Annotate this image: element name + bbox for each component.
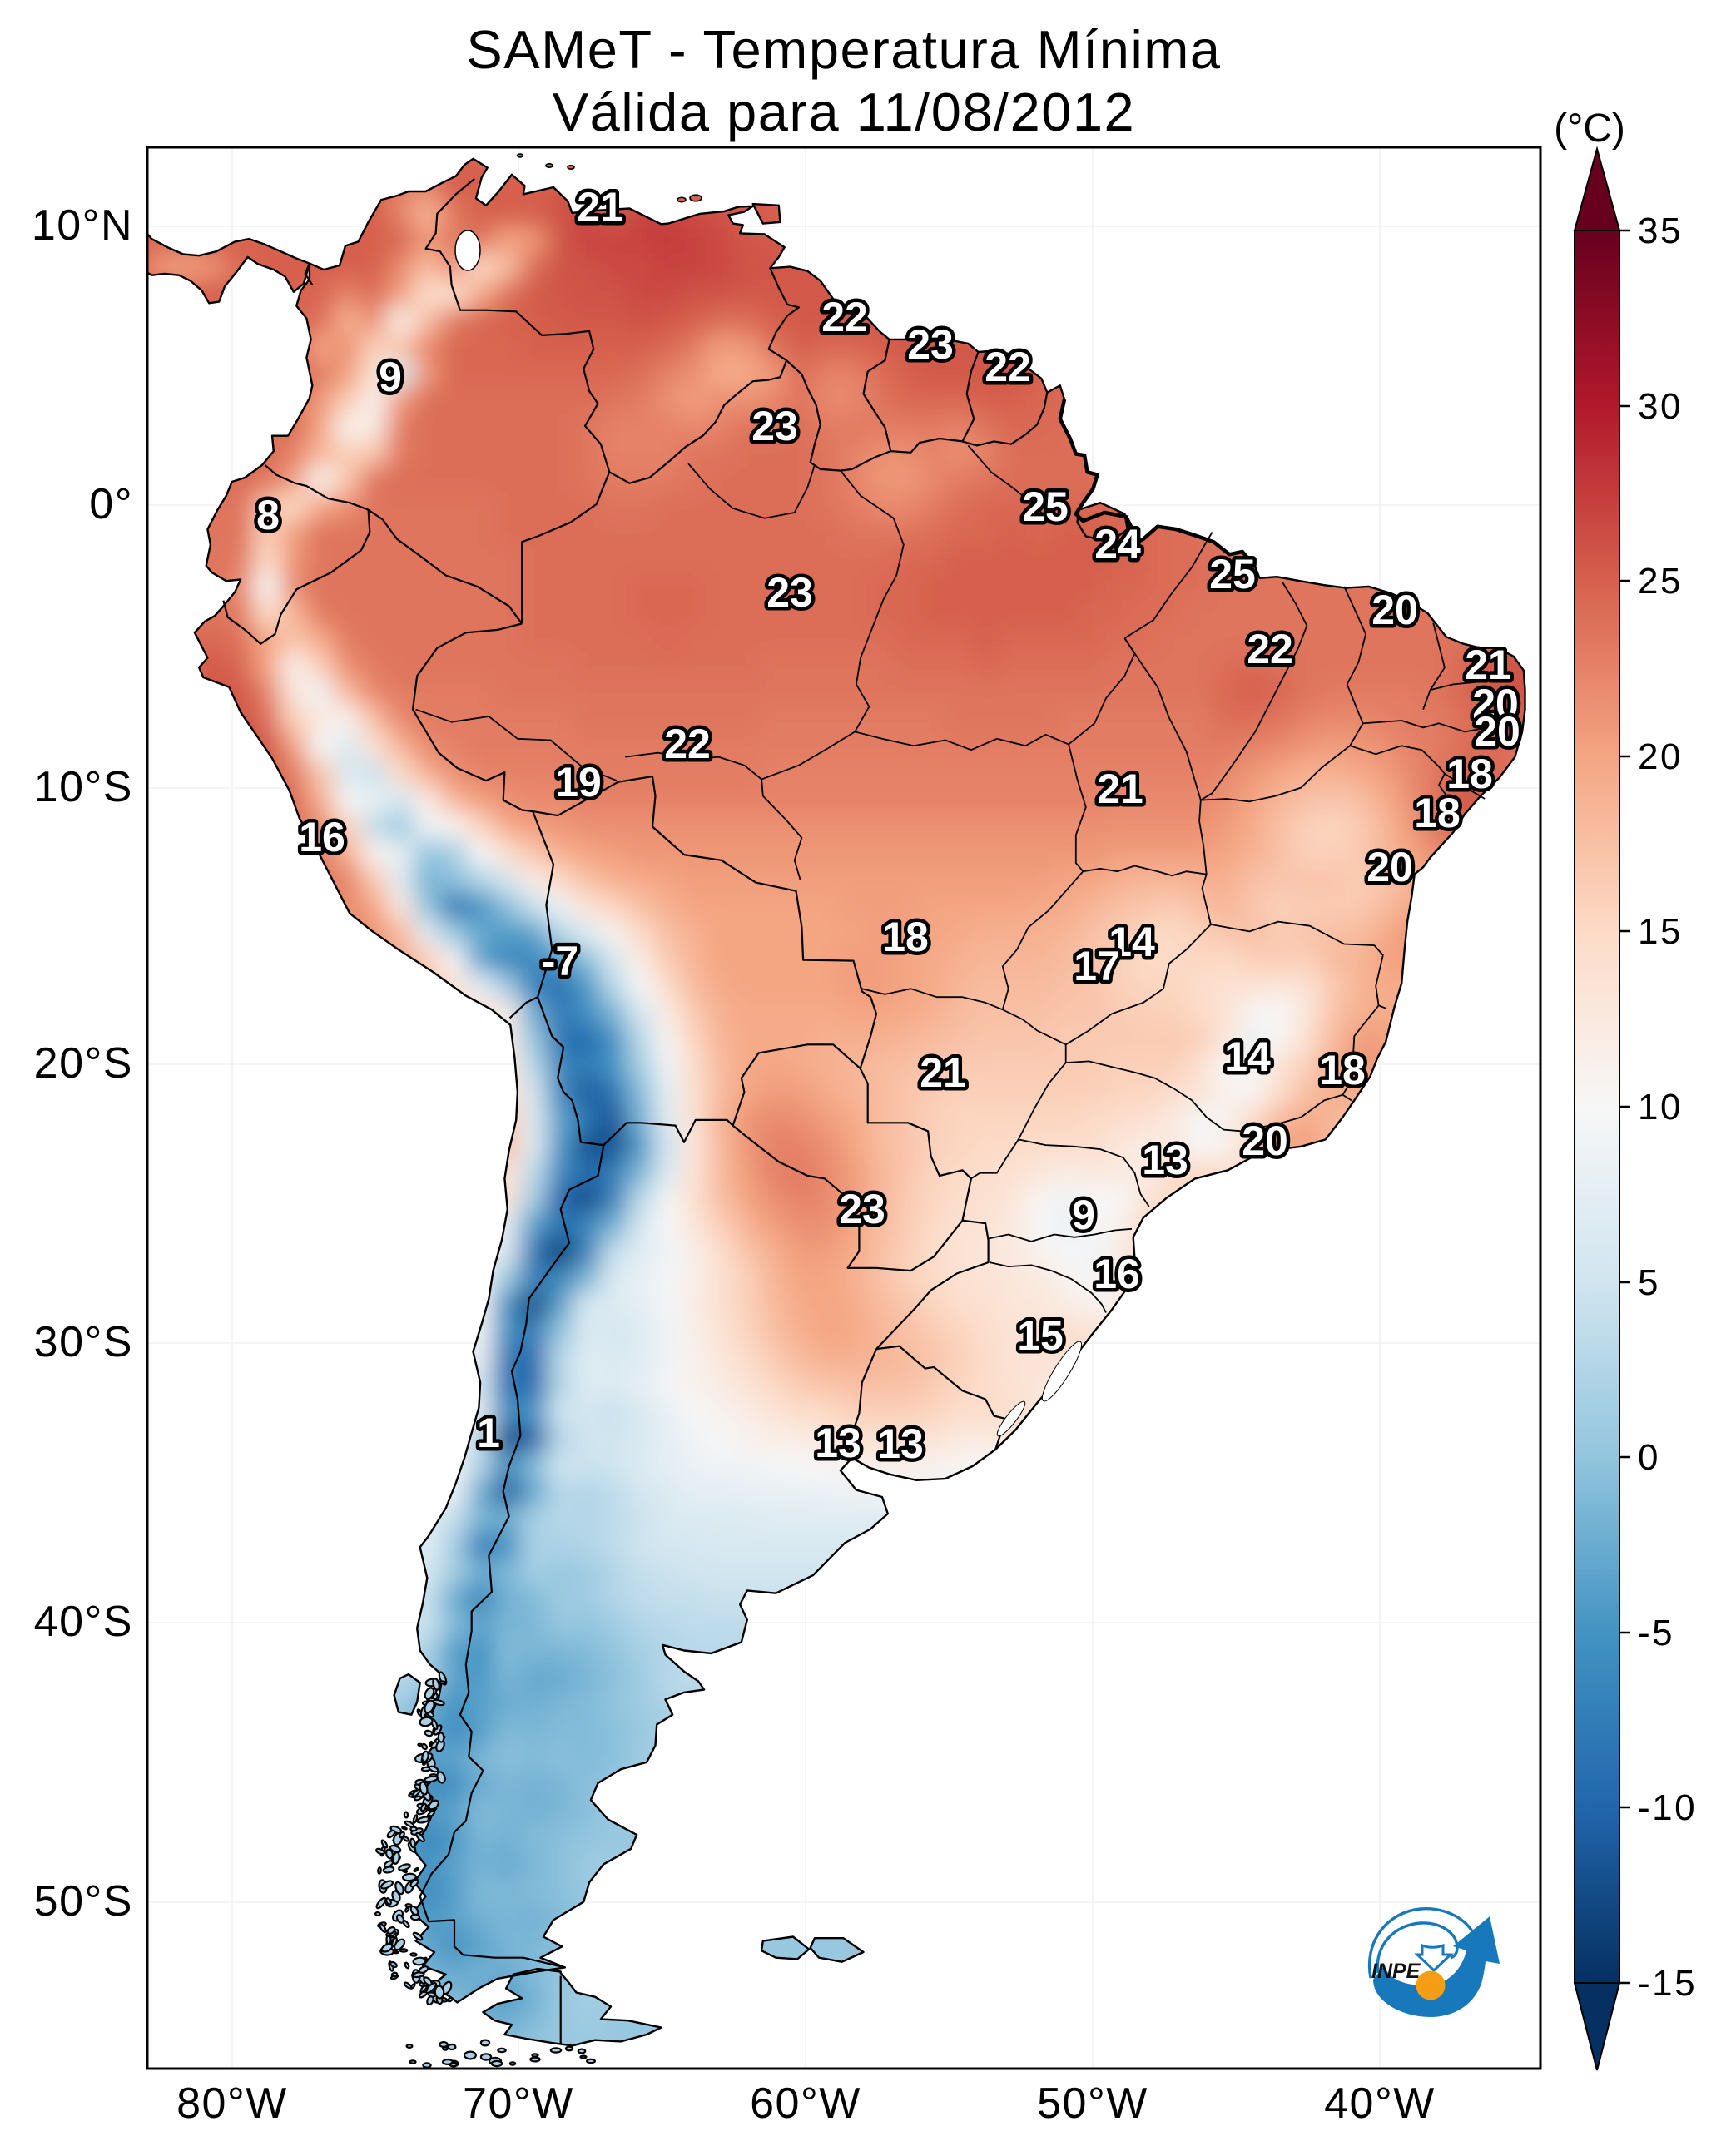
svg-text:(°C): (°C)	[1554, 107, 1625, 151]
svg-text:22: 22	[1247, 626, 1293, 672]
svg-text:50°S: 50°S	[34, 1877, 133, 1926]
svg-text:25: 25	[1022, 483, 1069, 530]
svg-text:21: 21	[1097, 766, 1143, 812]
svg-text:0: 0	[1638, 1437, 1660, 1478]
svg-text:16: 16	[1094, 1251, 1140, 1297]
svg-text:35: 35	[1638, 211, 1683, 251]
svg-text:10: 10	[1638, 1087, 1683, 1128]
svg-text:Válida para 11/08/2012: Válida para 11/08/2012	[553, 82, 1135, 142]
svg-text:-5: -5	[1638, 1613, 1674, 1653]
svg-text:20: 20	[1474, 708, 1520, 755]
svg-text:23: 23	[907, 321, 954, 368]
svg-text:20: 20	[1242, 1118, 1288, 1164]
svg-text:13: 13	[877, 1420, 924, 1467]
svg-text:21: 21	[577, 184, 623, 230]
svg-text:40°W: 40°W	[1324, 2079, 1436, 2128]
svg-text:22: 22	[664, 721, 711, 767]
svg-text:50°W: 50°W	[1037, 2079, 1148, 2128]
svg-text:30: 30	[1638, 386, 1683, 427]
svg-text:80°W: 80°W	[176, 2079, 288, 2128]
svg-text:18: 18	[1414, 790, 1461, 836]
svg-text:16: 16	[299, 814, 345, 860]
svg-text:-7: -7	[542, 938, 578, 984]
svg-text:70°W: 70°W	[463, 2079, 574, 2128]
svg-text:-10: -10	[1638, 1787, 1697, 1828]
svg-text:18: 18	[882, 914, 929, 960]
svg-text:25: 25	[1209, 551, 1256, 597]
svg-text:10°N: 10°N	[32, 201, 133, 250]
svg-text:23: 23	[766, 569, 813, 616]
svg-text:0°: 0°	[89, 480, 133, 528]
svg-text:21: 21	[920, 1049, 966, 1096]
svg-text:21: 21	[1465, 642, 1511, 688]
svg-text:40°S: 40°S	[34, 1598, 133, 1646]
svg-text:13: 13	[815, 1420, 861, 1466]
svg-text:9: 9	[1072, 1192, 1095, 1238]
svg-text:15: 15	[1638, 911, 1683, 952]
svg-text:1: 1	[477, 1410, 500, 1456]
svg-text:18: 18	[1319, 1047, 1366, 1093]
svg-text:20°S: 20°S	[34, 1039, 133, 1088]
svg-text:22: 22	[985, 344, 1031, 390]
svg-text:18: 18	[1446, 751, 1493, 797]
svg-text:20: 20	[1472, 681, 1519, 727]
svg-text:23: 23	[839, 1186, 885, 1232]
svg-text:-15: -15	[1638, 1963, 1697, 2004]
svg-text:5: 5	[1638, 1262, 1660, 1303]
svg-text:9: 9	[379, 354, 402, 400]
svg-text:10°S: 10°S	[34, 763, 133, 811]
svg-text:20: 20	[1366, 844, 1413, 890]
svg-text:INPE: INPE	[1371, 1960, 1421, 1983]
svg-text:20: 20	[1638, 736, 1683, 777]
svg-text:15: 15	[1017, 1312, 1064, 1359]
svg-text:14: 14	[1109, 919, 1155, 965]
svg-text:25: 25	[1638, 561, 1683, 602]
svg-text:19: 19	[555, 759, 602, 805]
svg-text:22: 22	[821, 294, 868, 340]
svg-text:SAMeT - Temperatura Mínima: SAMeT - Temperatura Mínima	[466, 19, 1221, 80]
svg-text:30°S: 30°S	[34, 1318, 133, 1366]
svg-text:23: 23	[751, 403, 798, 449]
svg-text:17: 17	[1074, 943, 1120, 989]
svg-text:20: 20	[1371, 587, 1418, 633]
svg-text:24: 24	[1094, 521, 1141, 567]
svg-text:8: 8	[256, 492, 280, 538]
svg-text:60°W: 60°W	[750, 2079, 861, 2128]
svg-text:14: 14	[1224, 1033, 1271, 1080]
svg-text:13: 13	[1142, 1137, 1188, 1183]
